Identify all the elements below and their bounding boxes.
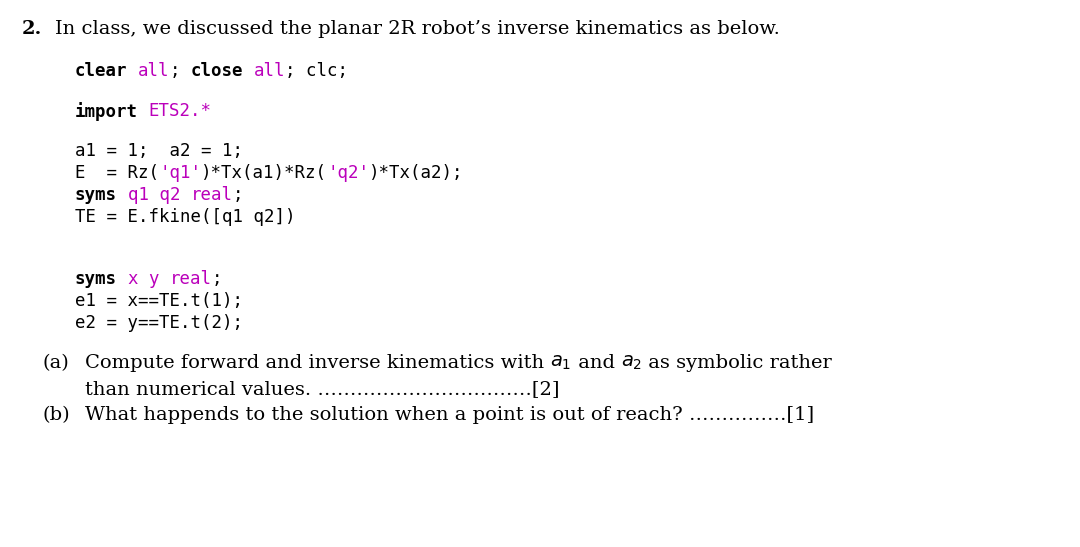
Text: $a_1$: $a_1$ xyxy=(551,354,571,373)
Text: real: real xyxy=(170,270,212,288)
Text: E  = Rz(: E = Rz( xyxy=(75,164,159,182)
Text: than numerical values. ……………………………[2]: than numerical values. ……………………………[2] xyxy=(85,380,559,398)
Text: 2.: 2. xyxy=(22,20,42,38)
Text: ;: ; xyxy=(170,62,190,80)
Text: import: import xyxy=(75,102,138,121)
Text: ; clc;: ; clc; xyxy=(285,62,348,80)
Text: 'q2': 'q2' xyxy=(327,164,369,182)
Text: syms: syms xyxy=(75,270,117,288)
Text: a1 = 1;  a2 = 1;: a1 = 1; a2 = 1; xyxy=(75,142,243,160)
Text: x y: x y xyxy=(127,270,159,288)
Text: all: all xyxy=(138,62,170,80)
Text: clear: clear xyxy=(75,62,127,80)
Text: Compute forward and inverse kinematics with: Compute forward and inverse kinematics w… xyxy=(85,354,551,372)
Text: )*Tx(a2);: )*Tx(a2); xyxy=(369,164,463,182)
Text: q1 q2: q1 q2 xyxy=(127,186,180,204)
Text: ;: ; xyxy=(232,186,243,204)
Text: 'q1': 'q1' xyxy=(159,164,201,182)
Text: TE = E.fkine([q1 q2]): TE = E.fkine([q1 q2]) xyxy=(75,208,296,226)
Text: all: all xyxy=(254,62,285,80)
Text: $a_2$: $a_2$ xyxy=(621,354,643,373)
Text: (a): (a) xyxy=(42,354,69,372)
Text: In class, we discussed the planar 2R robot’s inverse kinematics as below.: In class, we discussed the planar 2R rob… xyxy=(55,20,780,38)
Text: and: and xyxy=(571,354,621,372)
Text: as symbolic rather: as symbolic rather xyxy=(643,354,832,372)
Text: real: real xyxy=(190,186,232,204)
Text: )*Tx(a1)*Rz(: )*Tx(a1)*Rz( xyxy=(201,164,327,182)
Text: syms: syms xyxy=(75,186,117,204)
Text: e2 = y==TE.t(2);: e2 = y==TE.t(2); xyxy=(75,314,243,332)
Text: ;: ; xyxy=(212,270,222,288)
Text: What happends to the solution when a point is out of reach? ……………[1]: What happends to the solution when a poi… xyxy=(85,406,814,424)
Text: e1 = x==TE.t(1);: e1 = x==TE.t(1); xyxy=(75,292,243,310)
Text: ETS2.*: ETS2.* xyxy=(149,102,212,120)
Text: (b): (b) xyxy=(42,406,69,424)
Text: close: close xyxy=(190,62,243,80)
